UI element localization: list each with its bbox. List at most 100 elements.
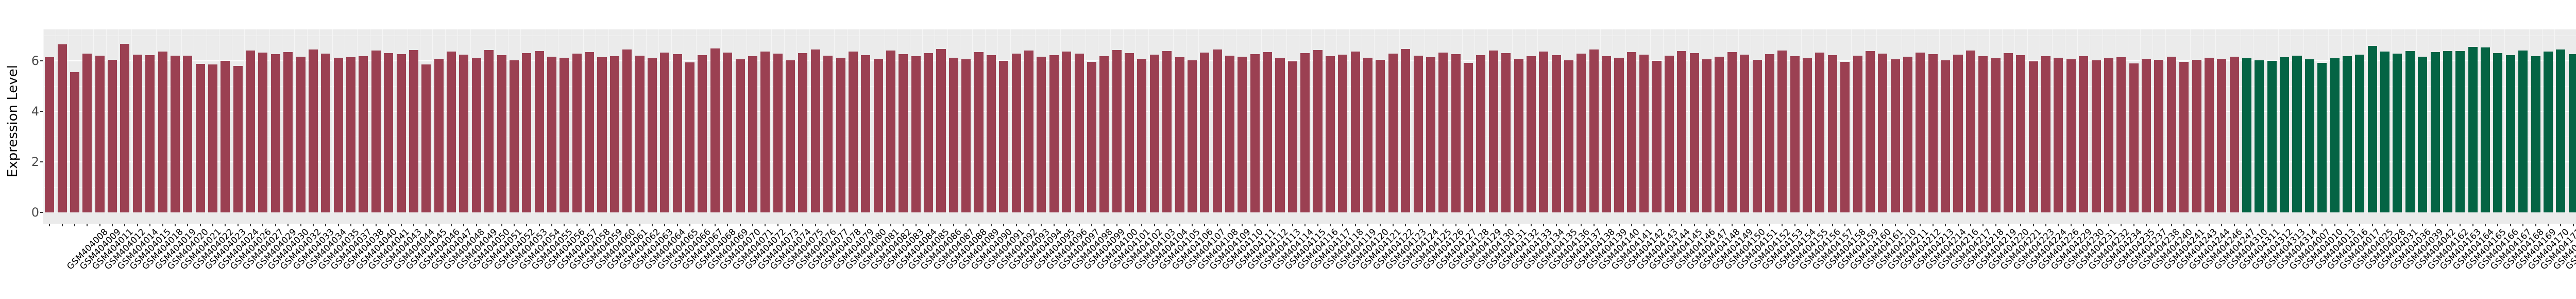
bar [848, 51, 858, 212]
x-axis-tick-mark [1505, 224, 1507, 226]
gridline-vertical [2353, 29, 2354, 212]
x-axis-tick-mark [1681, 224, 1683, 226]
x-axis-tick-mark [1468, 224, 1469, 226]
x-axis-tick-mark [413, 224, 414, 226]
gridline-vertical [1989, 29, 1990, 212]
bar [2179, 62, 2189, 212]
bar [924, 53, 934, 212]
x-axis-tick-mark [1945, 224, 1946, 226]
bar [2166, 57, 2176, 212]
x-axis-tick-mark [1957, 224, 1959, 226]
bar [183, 55, 193, 212]
gridline-vertical [2479, 29, 2480, 212]
gridline-vertical [181, 29, 182, 212]
bar [1916, 52, 1925, 212]
x-axis-tick-mark [865, 224, 867, 226]
x-axis-tick-mark [1443, 224, 1444, 226]
x-axis-tick-mark [1756, 224, 1758, 226]
x-axis-tick-mark [2296, 224, 2298, 226]
x-axis-tick-mark [1807, 224, 1808, 226]
x-axis-tick-mark [2108, 224, 2109, 226]
bar [1451, 54, 1461, 212]
gridline-vertical [972, 29, 973, 212]
x-axis-tick-mark [49, 224, 50, 226]
x-axis-tick-mark [2045, 224, 2047, 226]
gridline-vertical [432, 29, 433, 212]
gridline-vertical [997, 29, 998, 212]
bar [622, 49, 632, 212]
gridline-vertical [470, 29, 471, 212]
gridline-vertical [2341, 29, 2342, 212]
x-axis-tick-mark [1129, 224, 1130, 226]
bar [1740, 55, 1750, 212]
gridline-vertical [2529, 29, 2530, 212]
x-axis-tick-mark [2083, 224, 2084, 226]
bar [208, 64, 218, 212]
x-axis-tick-mark [212, 224, 213, 226]
bar [2255, 60, 2264, 212]
gridline-vertical [771, 29, 772, 212]
bar [2468, 46, 2478, 212]
x-axis-tick-mark [488, 224, 490, 226]
bar [911, 56, 921, 212]
bar [1752, 59, 1762, 212]
x-axis-tick-mark [2409, 224, 2411, 226]
x-axis-tick-mark [112, 224, 113, 226]
gridline-vertical [1123, 29, 1124, 212]
gridline-vertical [244, 29, 245, 212]
bar [1865, 51, 1875, 212]
gridline-vertical [1663, 29, 1664, 212]
bar [1727, 52, 1737, 212]
gridline-vertical [43, 29, 44, 212]
bar [735, 59, 745, 212]
x-axis-tick-mark [2246, 224, 2248, 226]
x-axis-tick-mark [225, 224, 226, 226]
x-axis-tick-mark [2434, 224, 2436, 226]
bar [2129, 63, 2139, 212]
bar [120, 44, 130, 212]
gridline-vertical [520, 29, 521, 212]
x-axis-tick-mark [2121, 224, 2122, 226]
x-axis-tick-mark [187, 224, 189, 226]
bar [1011, 53, 1021, 212]
bar [1589, 49, 1599, 212]
bar [798, 53, 808, 212]
x-axis-tick-mark [2058, 224, 2059, 226]
x-axis-tick-mark [1882, 224, 1884, 226]
x-axis-tick-mark [2397, 224, 2398, 226]
x-axis-tick-mark [990, 224, 992, 226]
bar [1112, 49, 1122, 212]
x-axis-tick-mark [2510, 224, 2511, 226]
x-axis-tick-mark [1179, 224, 1180, 226]
gridline-vertical [1939, 29, 1940, 212]
x-axis-tick-mark [1091, 224, 1092, 226]
x-axis-tick-mark [2095, 224, 2097, 226]
x-axis-tick-mark [1970, 224, 1971, 226]
bar [1903, 57, 1913, 212]
x-axis-tick-mark [1354, 224, 1356, 226]
gridline-vertical [721, 29, 722, 212]
x-axis-tick-mark [1832, 224, 1833, 226]
x-axis-tick-mark [840, 224, 841, 226]
gridline-vertical [859, 29, 860, 212]
x-axis-tick-mark [2422, 224, 2424, 226]
bar [522, 53, 532, 212]
bar [1238, 56, 1247, 212]
bar [534, 51, 544, 212]
x-axis-tick-mark [790, 224, 791, 226]
bar [321, 53, 331, 212]
bar [1287, 61, 1297, 212]
bar [2280, 57, 2290, 212]
bar [2116, 57, 2126, 212]
bar [886, 51, 896, 212]
gridline-vertical [93, 29, 94, 212]
x-axis-tick-mark [1568, 224, 1570, 226]
bar [409, 50, 418, 212]
x-axis-tick-mark [1480, 224, 1482, 226]
bar [371, 51, 381, 212]
bar [1350, 51, 1360, 212]
gridline-vertical [2416, 29, 2417, 212]
gridline-vertical [696, 29, 697, 212]
x-axis-tick-mark [162, 224, 163, 226]
x-axis-tick-mark [940, 224, 942, 226]
